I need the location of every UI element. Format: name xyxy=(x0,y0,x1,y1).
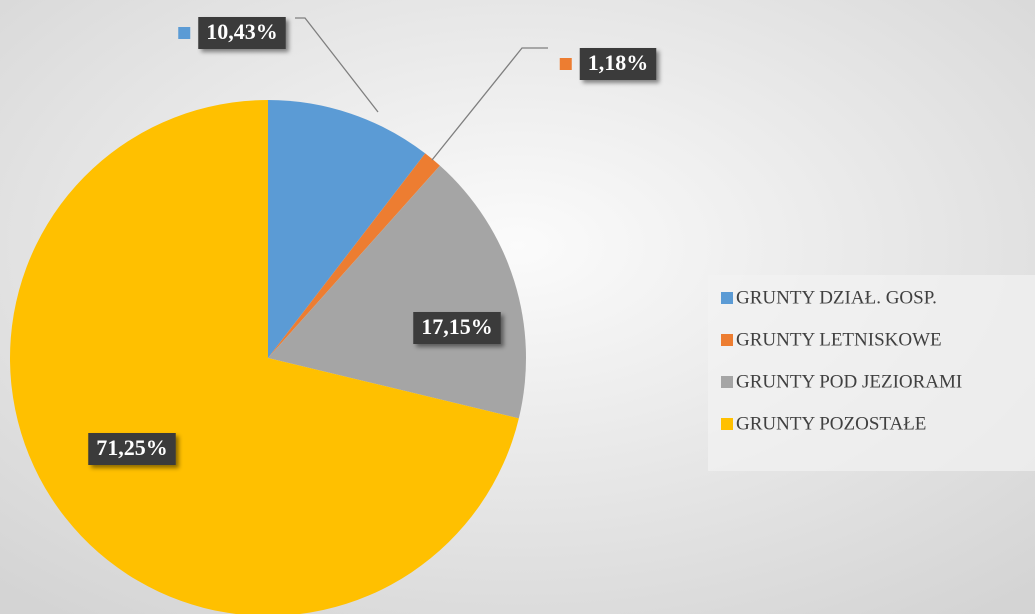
label-key xyxy=(559,58,572,70)
slice xyxy=(268,153,440,358)
legend-swatch xyxy=(721,334,733,346)
label-box xyxy=(413,312,501,344)
label-box xyxy=(579,48,657,80)
legend: GRUNTY DZIAŁ. GOSP. GRUNTY LETNISKOWE GRUN… xyxy=(721,287,962,434)
label-box xyxy=(88,433,176,465)
data-label: 10,43% xyxy=(206,19,278,44)
pie xyxy=(10,100,527,614)
legend-label: GRUNTY LETNISKOWE xyxy=(736,329,942,350)
data-label: 1,18% xyxy=(588,50,649,75)
legend-swatch xyxy=(721,418,733,430)
label-box xyxy=(198,17,286,49)
legend-swatch xyxy=(721,292,733,304)
slice xyxy=(268,165,527,419)
legend-label: GRUNTY POD JEZIORAMI xyxy=(736,371,962,392)
slice xyxy=(10,100,519,614)
legend-label: GRUNTY POZOSTAŁE xyxy=(736,413,926,434)
legend-label: GRUNTY DZIAŁ. GOSP. xyxy=(736,287,937,308)
leader-line xyxy=(295,17,379,113)
legend-swatch xyxy=(721,376,733,388)
data-label: 71,25% xyxy=(96,435,168,460)
legend-box xyxy=(708,275,1035,471)
data-label: 17,15% xyxy=(421,314,493,339)
slice xyxy=(268,100,426,358)
label-key xyxy=(178,27,191,39)
leader-line xyxy=(431,47,548,161)
data-labels: 10,43% 1,18% 17,15% 71,25% xyxy=(88,17,657,465)
